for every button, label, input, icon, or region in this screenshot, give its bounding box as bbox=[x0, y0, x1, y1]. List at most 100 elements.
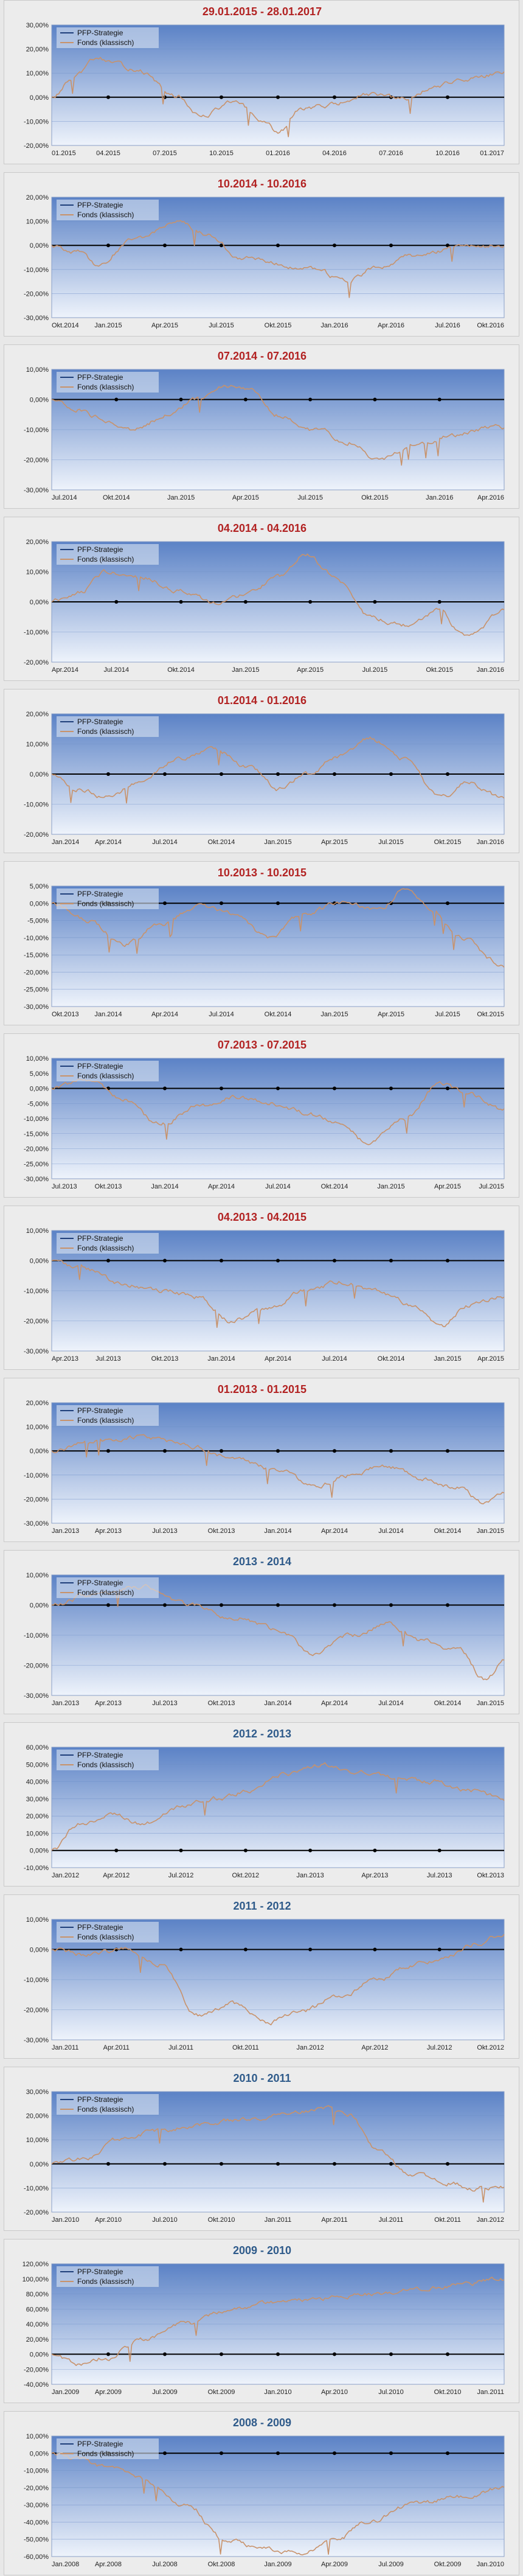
series-marker-pfp-strategie bbox=[333, 95, 336, 99]
chart-title: 2012 - 2013 bbox=[233, 1728, 291, 1740]
y-tick-label: -30,00% bbox=[24, 1176, 49, 1183]
y-tick-label: -20,00% bbox=[24, 457, 49, 464]
chart-panel: 2011 - 2012 10,00% 0,00% -10,00% -20,00% -30,… bbox=[4, 1894, 519, 2059]
x-tick-label: Okt.2014 bbox=[378, 1355, 405, 1363]
chart-panel: 04.2014 - 04.2016 20,00% 10,00% 0,00% -10,00… bbox=[4, 517, 519, 681]
series-line-fonds-klassisch bbox=[51, 385, 505, 466]
x-tick-label: Okt.2012 bbox=[232, 1872, 260, 1879]
series-line-fonds-klassisch bbox=[51, 220, 505, 298]
y-tick-label: 80,00% bbox=[26, 2291, 49, 2299]
chart-panel: 29.01.2015 - 28.01.2017 30,00% 20,00% 10,00… bbox=[4, 0, 519, 164]
series-marker-pfp-strategie bbox=[220, 2352, 223, 2356]
x-tick-label: Jan.2015 bbox=[167, 494, 195, 501]
chart-panel: 2010 - 2011 30,00% 20,00% 10,00% 0,00% -10,00… bbox=[4, 2067, 519, 2231]
x-tick-label: Jul.2010 bbox=[152, 2216, 178, 2224]
x-tick-label: Okt.2013 bbox=[95, 1183, 122, 1190]
x-tick-label: Okt.2011 bbox=[434, 2216, 461, 2224]
series-marker-pfp-strategie bbox=[106, 1603, 110, 1607]
chart-title: 2010 - 2011 bbox=[233, 2072, 291, 2084]
y-tick-label: -25,00% bbox=[24, 986, 49, 994]
x-tick-label: Jul.2015 bbox=[297, 494, 323, 501]
series-marker-pfp-strategie bbox=[220, 95, 223, 99]
series-marker-pfp-strategie bbox=[276, 1258, 280, 1263]
x-tick-label: Okt.2015 bbox=[477, 1011, 504, 1018]
series-marker-pfp-strategie bbox=[446, 901, 449, 906]
x-tick-label: Jul.2013 bbox=[427, 1872, 452, 1879]
series-marker-pfp-strategie bbox=[389, 772, 393, 776]
series-marker-pfp-strategie bbox=[220, 1603, 223, 1607]
line-chart: 2011 - 2012 10,00% 0,00% -10,00% -20,00% -30,… bbox=[24, 1900, 505, 2051]
series-marker-pfp-strategie bbox=[308, 1947, 313, 1952]
y-tick-label: -5,00% bbox=[27, 1100, 49, 1108]
series-marker-pfp-strategie bbox=[276, 2162, 280, 2166]
x-tick-label: Jan.2015 bbox=[377, 1183, 404, 1190]
y-tick-label: 30,00% bbox=[26, 2089, 49, 2096]
series-line-fonds-klassisch bbox=[51, 1762, 505, 1851]
chart-title: 2008 - 2009 bbox=[233, 2417, 291, 2429]
y-tick-label: -10,00% bbox=[24, 629, 49, 637]
series-marker-pfp-strategie bbox=[437, 1848, 442, 1852]
y-tick-label: -20,00% bbox=[24, 1318, 49, 1325]
series-marker-pfp-strategie bbox=[276, 2451, 280, 2456]
y-tick-label: 10,00% bbox=[26, 1572, 49, 1579]
line-chart: 10.2014 - 10.2016 20,00% 10,00% 0,00% -10,00… bbox=[24, 178, 505, 329]
x-tick-label: 10.2016 bbox=[435, 150, 460, 157]
y-tick-label: 0,00% bbox=[30, 2351, 49, 2359]
x-tick-label: Okt.2015 bbox=[361, 494, 389, 501]
x-tick-label: Okt.2015 bbox=[265, 322, 292, 329]
series-line-fonds-klassisch bbox=[51, 57, 505, 138]
series-marker-pfp-strategie bbox=[446, 2451, 449, 2456]
series-marker-pfp-strategie bbox=[389, 2162, 393, 2166]
chart-title: 07.2014 - 07.2016 bbox=[218, 350, 307, 362]
y-tick-label: -20,00% bbox=[24, 2366, 49, 2373]
series-marker-pfp-strategie bbox=[243, 1848, 248, 1852]
y-tick-label: -20,00% bbox=[24, 969, 49, 976]
y-tick-label: 10,00% bbox=[26, 366, 49, 374]
y-tick-label: 20,00% bbox=[26, 711, 49, 718]
y-tick-label: -10,00% bbox=[24, 2185, 49, 2192]
chart-panel: 04.2013 - 04.2015 10,00% 0,00% -10,00% -20,0… bbox=[4, 1206, 519, 1370]
y-tick-label: 10,00% bbox=[26, 1830, 49, 1837]
x-tick-label: Jul.2014 bbox=[378, 1527, 404, 1535]
x-tick-label: Jul.2014 bbox=[152, 839, 178, 846]
series-marker-pfp-strategie bbox=[220, 772, 223, 776]
x-tick-label: Apr.2014 bbox=[265, 1355, 291, 1363]
y-tick-label: 0,00% bbox=[30, 397, 49, 404]
legend-label-pfp-strategie: PFP-Strategie bbox=[77, 29, 123, 37]
series-marker-pfp-strategie bbox=[106, 1258, 110, 1263]
legend-label-fonds-klassisch: Fonds (klassisch) bbox=[77, 1416, 134, 1425]
series-marker-pfp-strategie bbox=[333, 2352, 336, 2356]
legend-label-pfp-strategie: PFP-Strategie bbox=[77, 201, 123, 209]
legend-label-fonds-klassisch: Fonds (klassisch) bbox=[77, 1761, 134, 1769]
series-marker-pfp-strategie bbox=[106, 243, 110, 248]
x-tick-label: Okt.2012 bbox=[477, 2044, 504, 2051]
x-tick-label: Jan.2009 bbox=[52, 2389, 79, 2396]
x-tick-label: Jan.2013 bbox=[52, 1700, 79, 1707]
y-tick-label: -20,00% bbox=[24, 2485, 49, 2492]
series-marker-pfp-strategie bbox=[389, 2352, 393, 2356]
chart-panel: 01.2014 - 01.2016 20,00% 10,00% 0,00% -10,00… bbox=[4, 689, 519, 853]
x-tick-label: Apr.2016 bbox=[378, 322, 404, 329]
chart-title: 10.2013 - 10.2015 bbox=[218, 867, 307, 879]
series-marker-pfp-strategie bbox=[163, 243, 167, 248]
series-marker-pfp-strategie bbox=[163, 2162, 167, 2166]
chart-title: 07.2013 - 07.2015 bbox=[218, 1039, 307, 1051]
x-tick-label: Apr.2015 bbox=[477, 1355, 504, 1363]
x-tick-label: Jul.2011 bbox=[168, 2044, 193, 2051]
legend-label-pfp-strategie: PFP-Strategie bbox=[77, 1751, 123, 1759]
series-marker-pfp-strategie bbox=[114, 600, 119, 604]
legend-label-fonds-klassisch: Fonds (klassisch) bbox=[77, 2105, 134, 2114]
legend-label-fonds-klassisch: Fonds (klassisch) bbox=[77, 727, 134, 736]
series-marker-pfp-strategie bbox=[276, 1449, 280, 1453]
x-tick-label: Apr.2015 bbox=[232, 494, 259, 501]
x-tick-label: Apr.2014 bbox=[95, 839, 122, 846]
y-tick-label: -30,00% bbox=[24, 1692, 49, 1700]
series-marker-pfp-strategie bbox=[220, 901, 223, 906]
series-marker-pfp-strategie bbox=[437, 397, 442, 402]
y-tick-label: -30,00% bbox=[24, 2037, 49, 2044]
y-tick-label: 0,00% bbox=[30, 1258, 49, 1265]
y-tick-label: 20,00% bbox=[26, 2113, 49, 2120]
series-marker-pfp-strategie bbox=[276, 2352, 280, 2356]
